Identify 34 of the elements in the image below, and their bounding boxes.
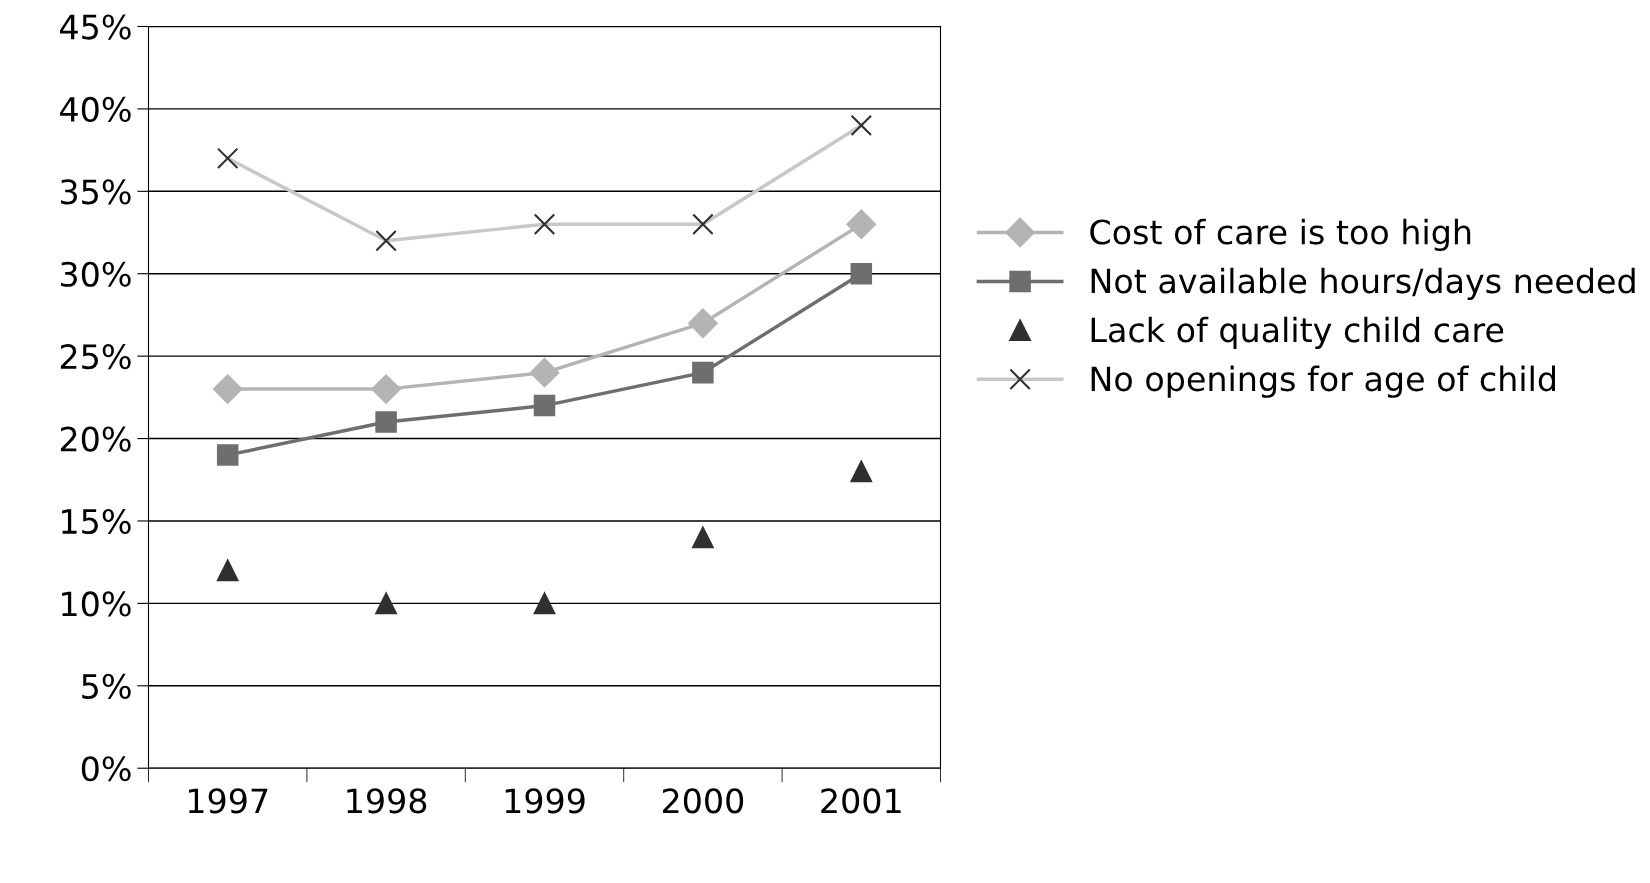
- y-tick-label: 40%: [60, 96, 131, 123]
- legend-label: Cost of care is too high: [1090, 218, 1471, 252]
- point: [850, 460, 873, 483]
- y-tick-label: 10%: [62, 591, 131, 617]
- legend-label: Not available hours/days needed: [1091, 267, 1635, 301]
- point: [375, 592, 397, 615]
- point: [688, 308, 718, 338]
- y-tick-label: 5%: [82, 673, 131, 699]
- point: [850, 262, 873, 285]
- y-tick-label: 25%: [60, 344, 131, 370]
- point: [692, 526, 714, 549]
- point: [375, 411, 397, 433]
- point: [216, 559, 239, 582]
- point: [533, 592, 556, 615]
- point: [692, 361, 714, 384]
- y-tick-label: 15%: [62, 508, 131, 535]
- point: [371, 374, 401, 404]
- point: [533, 394, 556, 417]
- point: [529, 357, 560, 388]
- x-tick-label: 2000: [662, 788, 744, 814]
- point: [212, 374, 243, 404]
- x-tick-label: 1998: [347, 788, 427, 814]
- legend-label: No openings for age of child: [1091, 365, 1555, 398]
- legend-label: Lack of quality child care: [1091, 316, 1504, 349]
- point: [216, 444, 239, 466]
- y-tick-label: 20%: [60, 426, 131, 452]
- x-tick-label: 2001: [821, 788, 901, 814]
- y-tick-label: 45%: [60, 14, 131, 40]
- x-tick-label: 1997: [188, 788, 268, 814]
- y-tick-label: 35%: [60, 179, 131, 205]
- point: [846, 209, 877, 240]
- y-tick-label: 30%: [60, 261, 131, 287]
- x-tick-label: 1999: [505, 788, 585, 814]
- y-tick-label: 0%: [81, 756, 131, 782]
